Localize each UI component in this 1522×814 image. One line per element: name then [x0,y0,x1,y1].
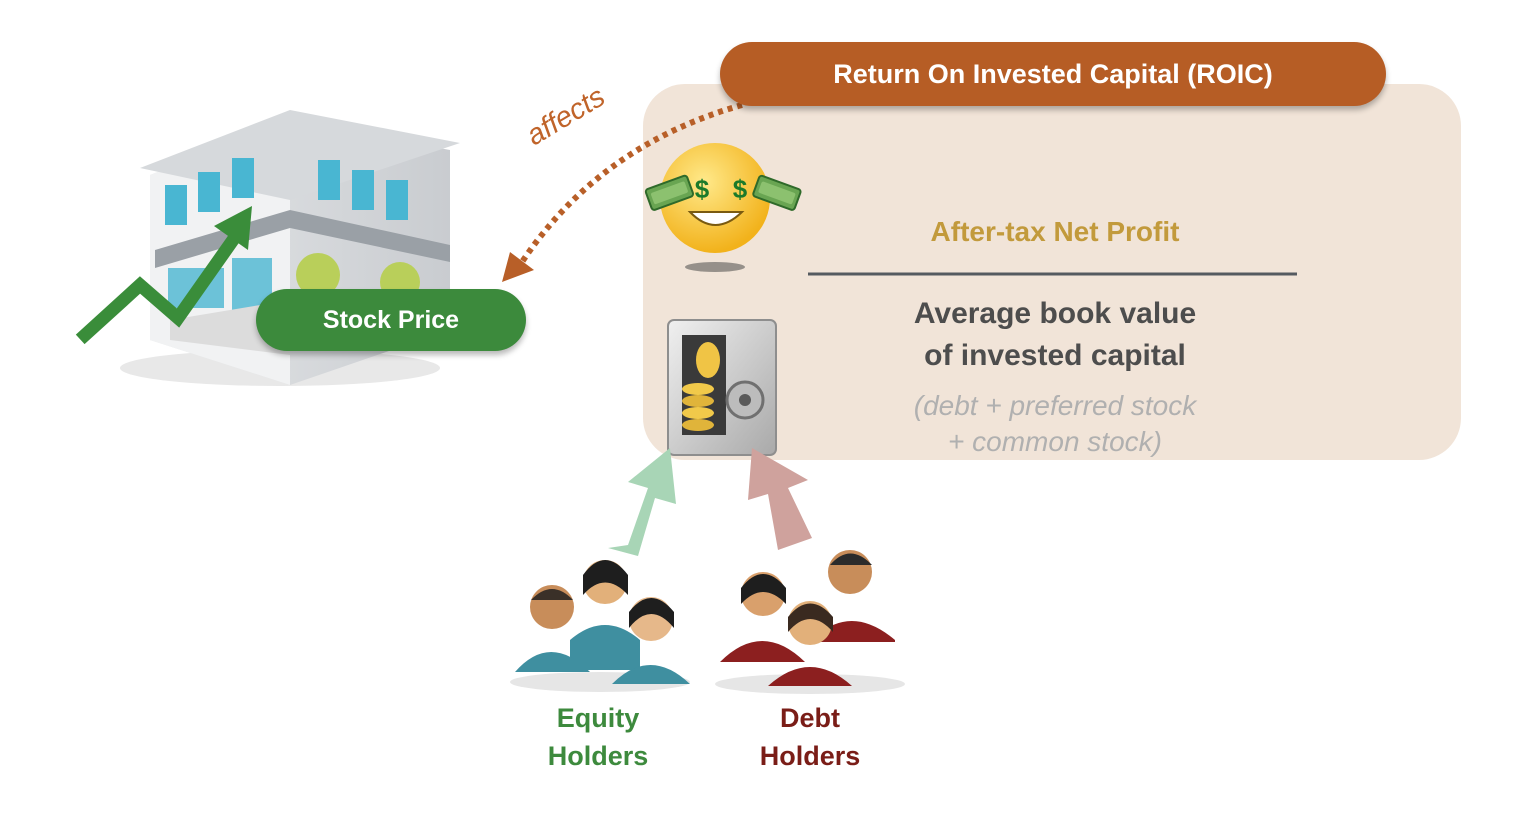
debt-holders-label-line1: Debt [780,703,840,733]
formula-note-line2: + common stock) [948,426,1162,457]
equity-flow-arrow [608,448,676,556]
roic-title-pill: Return On Invested Capital (ROIC) [720,42,1386,106]
svg-text:$: $ [695,174,710,204]
debt-holders-group-icon [715,550,905,694]
formula-denominator-line1: Average book value [913,297,1197,330]
debt-holders-label-line2: Holders [759,741,861,771]
equity-holders-group-icon [510,560,690,692]
equity-holders-label-line2: Holders [547,741,649,771]
svg-text:$: $ [733,174,748,204]
stock-price-pill: Stock Price [256,289,526,351]
formula-note-line1: (debt + preferred stock [913,390,1197,421]
equity-holders-label-line1: Equity [556,703,640,733]
roic-panel [643,84,1461,460]
formula-denominator-line2: of invested capital [924,339,1186,372]
rising-trend-arrow-icon [75,206,252,345]
money-eyes-emoji-icon: $ $ [644,143,802,272]
affects-arrow [502,102,743,282]
formula-numerator: After-tax Net Profit [930,216,1180,247]
debt-flow-arrow [748,448,812,550]
safe-with-coins-icon [667,319,777,456]
